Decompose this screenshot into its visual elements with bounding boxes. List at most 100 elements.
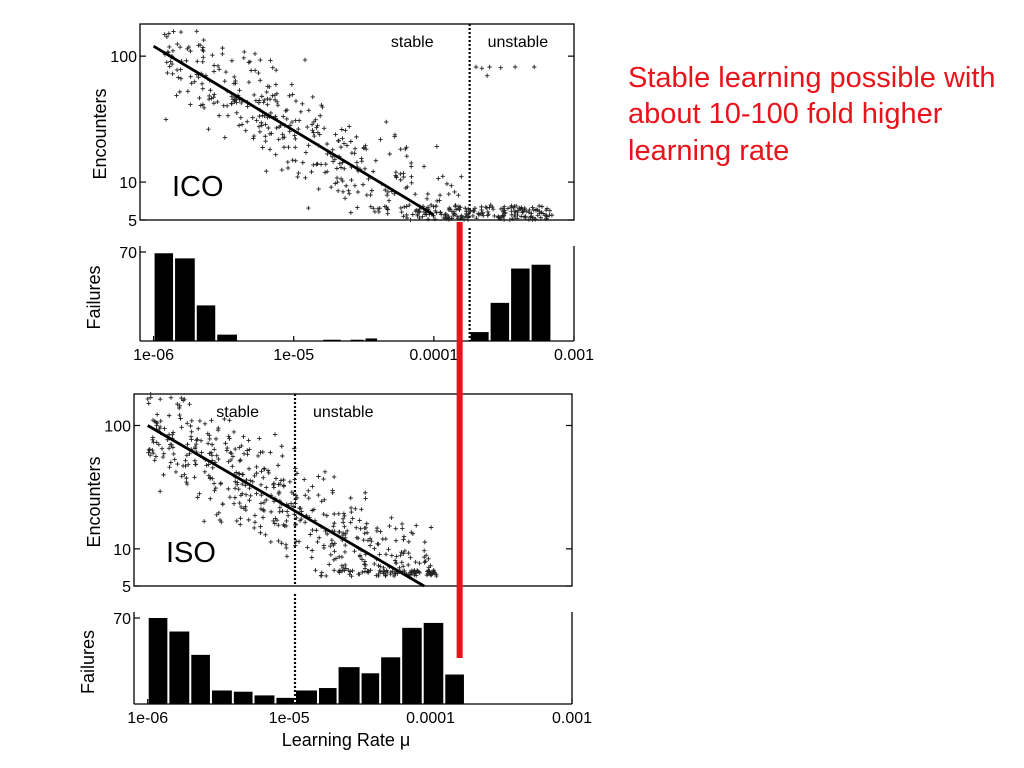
ico-point (533, 217, 538, 222)
ico-point (532, 64, 537, 70)
ico-point (300, 160, 306, 165)
ico-point (436, 176, 441, 181)
ico-point (447, 205, 452, 211)
iso-point (188, 423, 193, 429)
ico-point (260, 145, 265, 150)
iso-point (274, 517, 280, 523)
ico-point (490, 204, 495, 210)
ico-point (484, 73, 490, 78)
ico-point (273, 152, 278, 157)
ico-point (458, 214, 463, 220)
iso-point (284, 554, 290, 559)
ico-point (274, 125, 279, 131)
iso-point (272, 521, 277, 526)
iso-point (226, 459, 231, 464)
iso-point (292, 446, 297, 451)
ico-point (311, 119, 317, 125)
ico-point (404, 212, 409, 218)
ico-point (273, 68, 279, 73)
ico-failures-panel: 70 Failures 1e-06 1e-05 0.0001 0.001 (84, 228, 594, 364)
ico-point (512, 209, 518, 214)
ico-point (409, 164, 414, 169)
iso-point (414, 568, 420, 573)
iso-point (321, 511, 326, 517)
ico-point (200, 102, 206, 107)
ico-point (265, 84, 271, 89)
ico-failures-ytick-label: 70 (119, 245, 137, 262)
iso-point (349, 509, 354, 515)
iso-point (241, 434, 246, 439)
ico-point (169, 61, 175, 67)
iso-point (367, 536, 373, 541)
ico-point (303, 150, 309, 155)
iso-failures-bar (319, 688, 337, 704)
iso-point (362, 559, 368, 564)
ico-point (393, 170, 399, 175)
iso-failures-bar (254, 695, 275, 704)
iso-point (401, 534, 407, 539)
ico-point (398, 177, 403, 183)
iso-point (239, 443, 244, 449)
iso-point (402, 548, 408, 554)
ico-failures-ylabel: Failures (84, 265, 104, 329)
iso-point (292, 512, 297, 517)
ico-point (449, 209, 455, 214)
iso-point (342, 549, 348, 555)
iso-region-unstable: unstable (313, 404, 374, 421)
iso-point (428, 563, 433, 568)
iso-point (394, 554, 399, 559)
ico-point (393, 174, 399, 179)
ico-point (311, 130, 316, 135)
iso-failures-bar (233, 691, 253, 704)
ico-point (270, 65, 275, 70)
ico-point (408, 217, 413, 223)
iso-failures-bar (169, 631, 190, 704)
iso-point (422, 560, 427, 565)
iso-point (177, 412, 182, 418)
iso-point (236, 486, 241, 492)
iso-point (310, 527, 315, 533)
iso-point (206, 462, 211, 467)
iso-point (414, 573, 419, 578)
iso-point (243, 504, 248, 509)
iso-point (252, 525, 257, 531)
iso-point (390, 568, 395, 574)
ico-point (162, 32, 167, 37)
ico-point (349, 177, 354, 183)
ico-point (485, 209, 491, 215)
ico-point (409, 180, 414, 185)
ico-point (176, 75, 181, 80)
ico-failures-xtick-label: 0.001 (554, 347, 594, 364)
iso-point (258, 530, 263, 535)
ico-point (543, 207, 549, 213)
iso-point (232, 446, 238, 452)
ico-point (375, 206, 381, 212)
iso-point (217, 517, 223, 523)
iso-point (232, 495, 238, 500)
iso-point (167, 464, 172, 470)
ico-point (330, 147, 335, 152)
iso-point (342, 524, 347, 529)
ico-point (453, 207, 459, 212)
iso-point (258, 524, 263, 529)
iso-point (306, 488, 311, 494)
iso-point (369, 538, 374, 544)
ico-point (401, 214, 406, 219)
iso-point (311, 507, 317, 512)
ico-point (330, 154, 335, 159)
ico-point (208, 88, 213, 93)
ico-point (470, 208, 476, 213)
iso-point (194, 438, 199, 443)
iso-point (287, 479, 293, 485)
iso-failures-bar (295, 690, 318, 704)
iso-point (406, 562, 411, 568)
iso-point (150, 450, 156, 456)
ico-point (526, 217, 532, 222)
iso-point (260, 515, 266, 520)
iso-points (145, 391, 439, 579)
ico-point (338, 144, 344, 150)
ico-point (243, 128, 248, 133)
ico-point (310, 128, 315, 133)
iso-point (276, 491, 282, 496)
ico-failures-bar (196, 305, 216, 341)
